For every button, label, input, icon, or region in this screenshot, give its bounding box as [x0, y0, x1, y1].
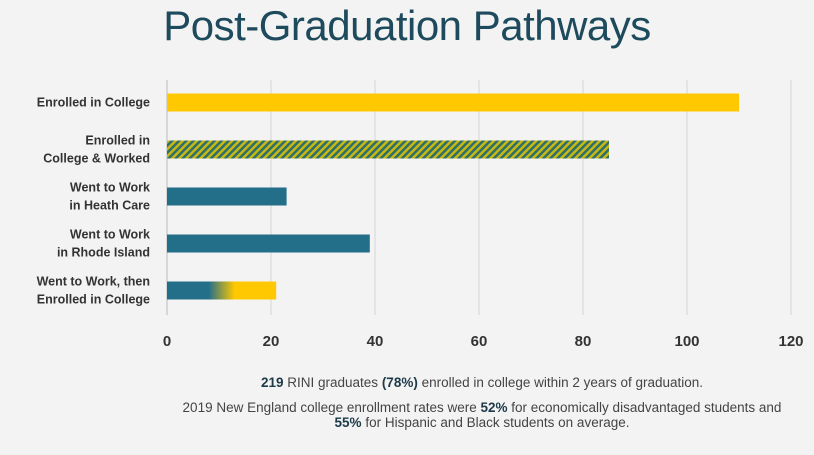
bar [167, 281, 277, 300]
note-bold: 219 [260, 375, 284, 390]
note-bold: (78%) [381, 375, 418, 390]
comparison-note: 2019 New England college enrollment rate… [150, 400, 814, 430]
bar-chart: 0 20 40 60 80 100 120 Enrolled in College Enroll… [37, 80, 804, 350]
category-label: Went to Work [70, 228, 150, 242]
bar [167, 187, 287, 206]
x-tick-label: 100 [674, 333, 699, 350]
category-label: in Heath Care [69, 199, 150, 213]
category-label: Went to Work [70, 181, 150, 195]
note-text: enrolled in college within 2 years of gr… [417, 375, 704, 390]
category-label: Enrolled in [85, 134, 150, 148]
bar [167, 140, 609, 159]
bar [167, 234, 370, 253]
x-tick-label: 0 [163, 333, 171, 350]
note-text: for Hispanic and Black students on avera… [361, 415, 630, 430]
category-label: Went to Work, then [37, 275, 150, 289]
note-text: 2019 New England college enrollment rate… [182, 400, 481, 415]
category-label: College & Worked [43, 152, 150, 166]
note-text: for economically disadvantaged students … [507, 400, 782, 415]
category-label: Enrolled in College [37, 96, 150, 110]
x-tick-label: 20 [263, 333, 280, 350]
x-tick-label: 120 [778, 333, 803, 350]
x-tick-label: 80 [575, 333, 592, 350]
x-tick-label: 60 [471, 333, 488, 350]
note-text: RINI graduates [283, 375, 382, 390]
category-label: in Rhode Island [57, 246, 150, 260]
x-tick-label: 40 [367, 333, 384, 350]
note-bold: 55% [334, 415, 362, 430]
chart-title: Post-Graduation Pathways [163, 2, 651, 49]
category-label: Enrolled in College [37, 293, 150, 307]
bar [167, 93, 739, 112]
note-bold: 52% [480, 400, 508, 415]
summary-note: 219 RINI graduates (78%) enrolled in col… [150, 375, 814, 390]
